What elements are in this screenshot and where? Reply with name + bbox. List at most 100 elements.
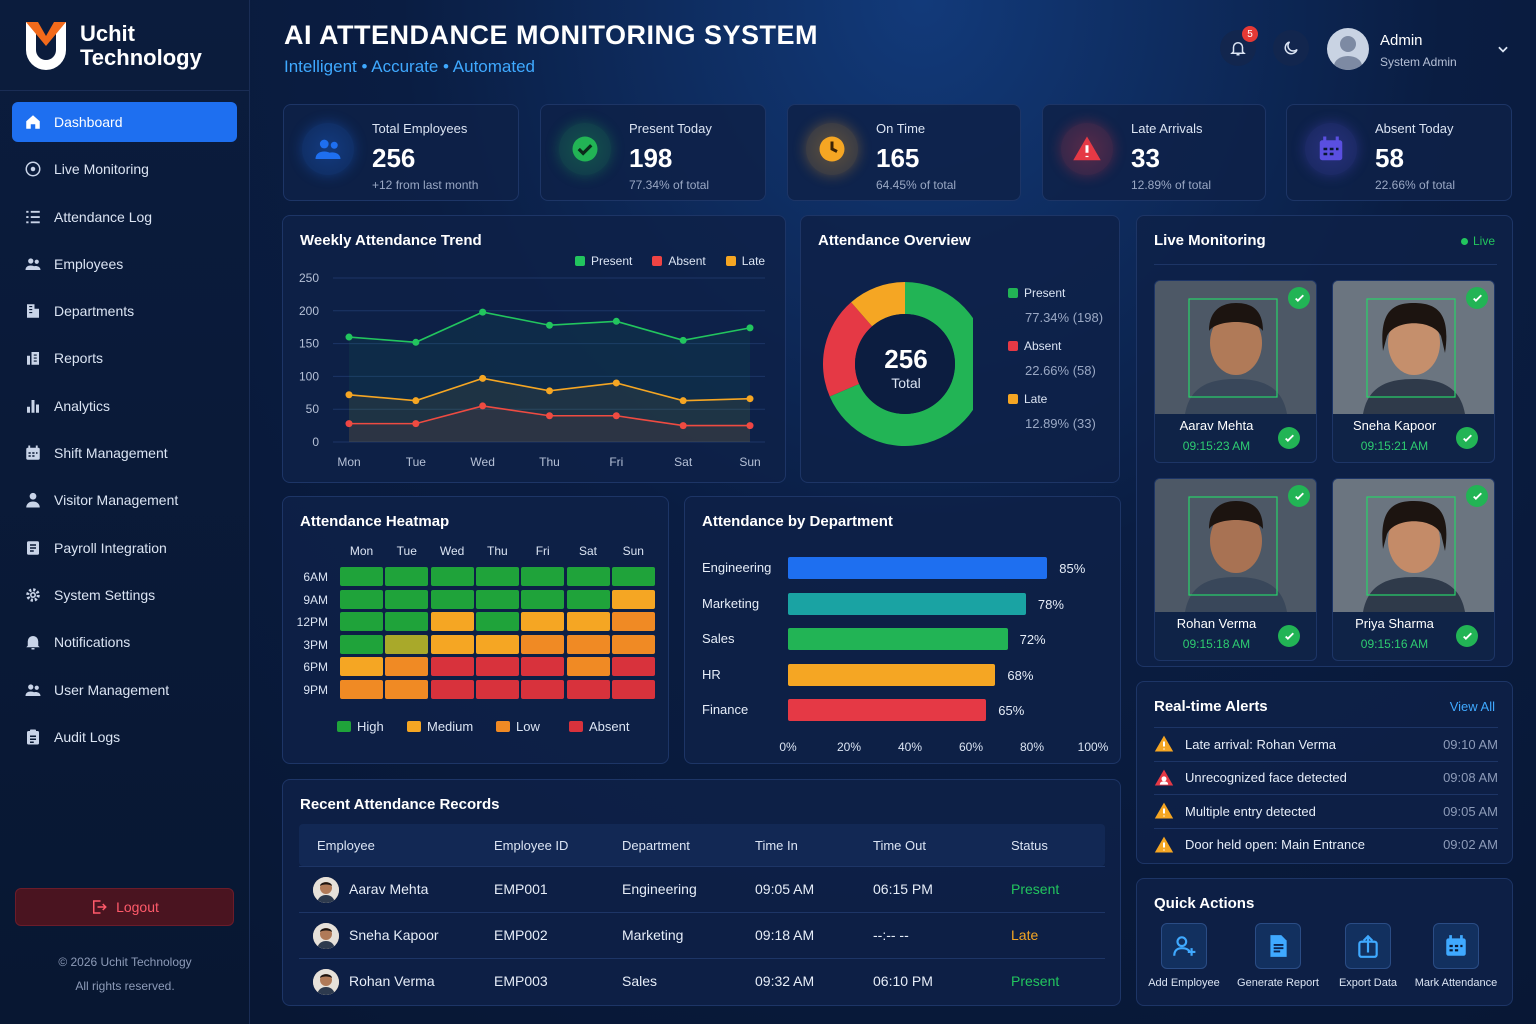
- data-point-present[interactable]: [612, 317, 620, 325]
- sidebar-item-live-monitoring[interactable]: Live Monitoring: [12, 149, 237, 189]
- heatmap-cell[interactable]: [611, 567, 655, 586]
- theme-toggle-button[interactable]: [1273, 30, 1309, 66]
- data-point-late[interactable]: [746, 395, 754, 403]
- data-point-late[interactable]: [479, 374, 487, 382]
- column-header[interactable]: Employee: [317, 838, 375, 853]
- stat-card-late-arrivals[interactable]: Late Arrivals 33 12.89% of total: [1042, 104, 1266, 201]
- heatmap-cell[interactable]: [475, 657, 519, 676]
- heatmap-cell[interactable]: [340, 679, 383, 699]
- quick-action-generate-report[interactable]: Generate Report: [1233, 923, 1323, 989]
- live-camera-feed[interactable]: Aarav Mehta 09:15:23 AM: [1154, 280, 1317, 463]
- live-camera-feed[interactable]: Priya Sharma 09:15:16 AM: [1332, 478, 1495, 661]
- data-point-present[interactable]: [746, 324, 754, 332]
- donut-slice-late[interactable]: [851, 282, 905, 327]
- data-point-absent[interactable]: [412, 420, 420, 428]
- data-point-late[interactable]: [345, 391, 353, 399]
- heatmap-cell[interactable]: [475, 612, 519, 631]
- data-point-absent[interactable]: [546, 412, 553, 420]
- data-point-present[interactable]: [679, 336, 687, 344]
- heatmap-cell[interactable]: [385, 657, 429, 676]
- heatmap-cell[interactable]: [340, 589, 383, 609]
- heatmap-cell[interactable]: [566, 657, 610, 676]
- sidebar-item-analytics[interactable]: Analytics: [12, 386, 237, 426]
- column-header[interactable]: Department: [622, 838, 690, 853]
- alert-item[interactable]: Unrecognized face detected 09:08 AM: [1154, 760, 1498, 794]
- donut-slice-absent[interactable]: [823, 302, 873, 397]
- heatmap-cell[interactable]: [430, 567, 474, 586]
- heatmap-cell[interactable]: [521, 567, 565, 586]
- department-bar-marketing[interactable]: [788, 592, 1026, 615]
- data-point-absent[interactable]: [746, 422, 754, 430]
- heatmap-cell[interactable]: [521, 634, 565, 654]
- heatmap-cell[interactable]: [430, 634, 474, 654]
- stat-card-absent-today[interactable]: Absent Today 58 22.66% of total: [1286, 104, 1512, 201]
- quick-action-mark-attendance[interactable]: Mark Attendance: [1411, 923, 1501, 989]
- live-camera-feed[interactable]: Sneha Kapoor 09:15:21 AM: [1332, 280, 1495, 463]
- heatmap-cell[interactable]: [385, 589, 429, 609]
- heatmap-cell[interactable]: [385, 634, 429, 654]
- heatmap-cell[interactable]: [340, 567, 383, 586]
- sidebar-item-user-management[interactable]: User Management: [12, 670, 237, 710]
- heatmap-cell[interactable]: [340, 612, 383, 631]
- alert-item[interactable]: Multiple entry detected 09:05 AM: [1154, 794, 1498, 827]
- sidebar-item-attendance-log[interactable]: Attendance Log: [12, 197, 237, 237]
- chevron-down-icon[interactable]: [1496, 42, 1510, 56]
- heatmap-cell[interactable]: [340, 634, 383, 654]
- heatmap-cell[interactable]: [521, 657, 565, 676]
- heatmap-cell[interactable]: [521, 589, 565, 609]
- data-point-late[interactable]: [612, 379, 620, 387]
- heatmap-cell[interactable]: [566, 567, 610, 586]
- sidebar-item-payroll-integration[interactable]: Payroll Integration: [12, 528, 237, 568]
- heatmap-cell[interactable]: [430, 589, 474, 609]
- data-point-late[interactable]: [546, 387, 553, 395]
- view-all-link[interactable]: View All: [1449, 699, 1495, 714]
- live-camera-feed[interactable]: Rohan Verma 09:15:18 AM: [1154, 478, 1317, 661]
- table-row[interactable]: Sneha Kapoor EMP002 Marketing 09:18 AM --:--…: [299, 912, 1105, 958]
- stat-card-total-employees[interactable]: Total Employees 256 +12 from last month: [283, 104, 519, 201]
- quick-action-add-employee[interactable]: Add Employee: [1139, 923, 1229, 989]
- sidebar-item-employees[interactable]: Employees: [12, 244, 237, 284]
- heatmap-cell[interactable]: [611, 679, 655, 699]
- heatmap-cell[interactable]: [385, 567, 429, 586]
- alert-item[interactable]: Late arrival: Rohan Verma 09:10 AM: [1154, 727, 1498, 760]
- data-point-late[interactable]: [412, 397, 420, 405]
- heatmap-cell[interactable]: [475, 567, 519, 586]
- heatmap-cell[interactable]: [566, 634, 610, 654]
- sidebar-item-reports[interactable]: Reports: [12, 338, 237, 378]
- department-bar-engineering[interactable]: [788, 557, 1048, 579]
- heatmap-cell[interactable]: [611, 589, 655, 609]
- heatmap-cell[interactable]: [566, 679, 610, 699]
- heatmap-cell[interactable]: [611, 612, 655, 631]
- heatmap-cell[interactable]: [521, 612, 565, 631]
- heatmap-cell[interactable]: [475, 589, 519, 609]
- data-point-present[interactable]: [479, 308, 487, 316]
- department-bar-sales[interactable]: [788, 628, 1008, 650]
- sidebar-item-visitor-management[interactable]: Visitor Management: [12, 480, 237, 520]
- alert-item[interactable]: Door held open: Main Entrance 09:02 AM: [1154, 827, 1498, 861]
- notifications-button[interactable]: 5: [1220, 26, 1258, 66]
- sidebar-item-system-settings[interactable]: System Settings: [12, 575, 237, 615]
- stat-card-on-time[interactable]: On Time 165 64.45% of total: [787, 104, 1021, 201]
- logout-button[interactable]: Logout: [15, 888, 234, 926]
- department-bar-hr[interactable]: [788, 663, 996, 686]
- column-header[interactable]: Time Out: [873, 838, 926, 853]
- donut-slice-present[interactable]: [829, 282, 973, 446]
- stat-card-present-today[interactable]: Present Today 198 77.34% of total: [540, 104, 766, 201]
- data-point-late[interactable]: [679, 397, 687, 405]
- data-point-absent[interactable]: [479, 402, 487, 410]
- heatmap-cell[interactable]: [566, 612, 610, 631]
- sidebar-item-audit-logs[interactable]: Audit Logs: [12, 717, 237, 757]
- heatmap-cell[interactable]: [566, 589, 610, 609]
- quick-action-export-data[interactable]: Export Data: [1323, 923, 1413, 989]
- data-point-absent[interactable]: [345, 420, 353, 428]
- heatmap-cell[interactable]: [611, 634, 655, 654]
- data-point-present[interactable]: [412, 338, 420, 346]
- brand-logo[interactable]: Uchit Technology: [22, 20, 202, 72]
- column-header[interactable]: Time In: [755, 838, 798, 853]
- avatar[interactable]: [1327, 28, 1369, 70]
- heatmap-cell[interactable]: [430, 657, 474, 676]
- heatmap-cell[interactable]: [340, 657, 383, 676]
- heatmap-cell[interactable]: [611, 657, 655, 676]
- heatmap-cell[interactable]: [385, 679, 429, 699]
- table-row[interactable]: Aarav Mehta EMP001 Engineering 09:05 AM 06:1…: [299, 866, 1105, 912]
